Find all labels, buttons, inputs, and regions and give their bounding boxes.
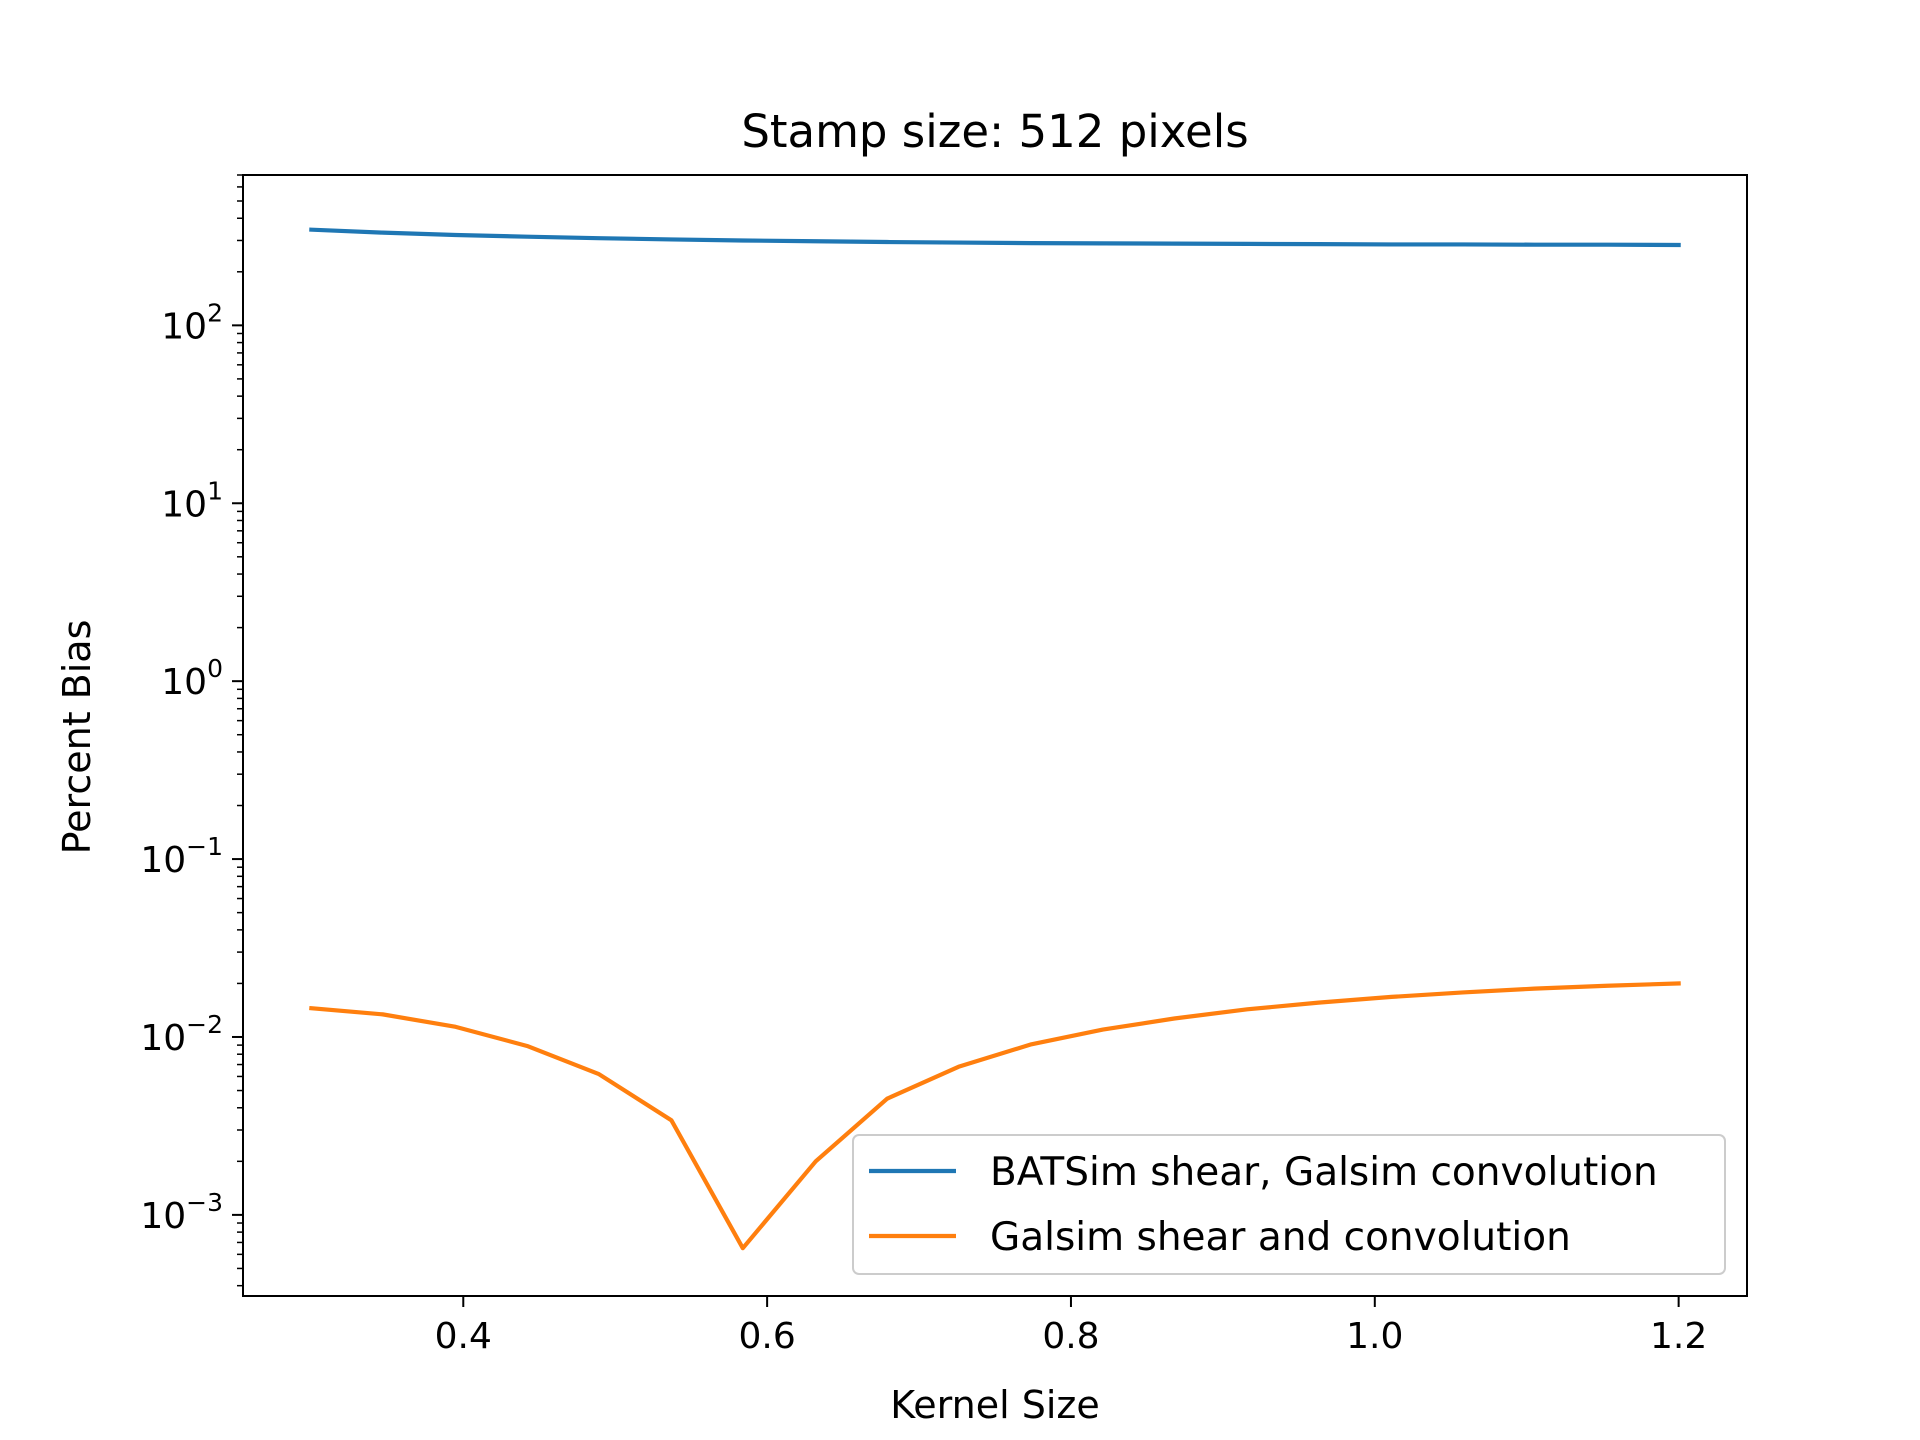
x-tick-label: 1.2 [1650,1316,1707,1357]
y-tick-label: 10−3 [140,1188,223,1237]
y-tick-label: 102 [161,298,223,347]
y-tick-label: 101 [161,476,223,525]
x-tick-label: 0.6 [738,1316,795,1357]
series-line-1 [309,227,1681,248]
plot-frame [242,174,1748,1297]
y-axis-label: Percent Bias [55,620,99,855]
chart-title: Stamp size: 512 pixels [741,105,1248,158]
x-tick-label: 0.4 [435,1316,492,1357]
plot-area: 0.4 0.6 0.8 1.0 1.2 10−3 10−2 10−1 100 101 102 BATS… [140,174,1748,1357]
x-tick-label: 1.0 [1346,1316,1403,1357]
y-tick-label: 100 [161,654,223,703]
x-tick-label: 0.8 [1042,1316,1099,1357]
x-axis-label: Kernel Size [890,1383,1099,1427]
series-line-2 [309,981,1681,1251]
y-tick-label: 10−1 [140,832,223,881]
legend-label-1: BATSim shear, Galsim convolution [990,1150,1658,1195]
legend-label-2: Galsim shear and convolution [990,1215,1571,1260]
y-tick-label: 10−2 [140,1010,223,1059]
legend-box [852,1134,1726,1275]
